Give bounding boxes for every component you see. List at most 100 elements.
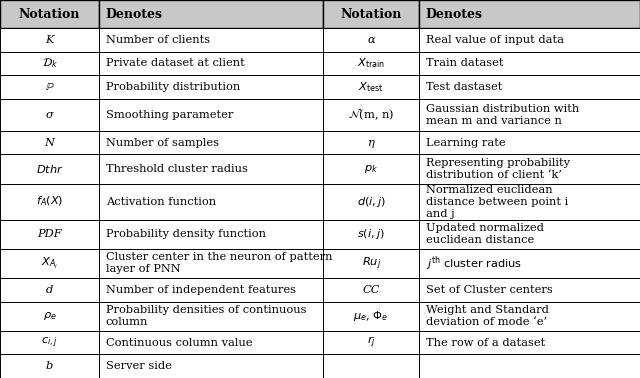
Bar (99, 302, 323, 331)
Bar (99, 249, 323, 278)
Text: $p_k$: $p_k$ (364, 163, 378, 175)
Text: N: N (45, 138, 54, 147)
Bar (419, 184, 640, 220)
Text: K: K (45, 35, 54, 45)
Bar (323, 99, 419, 131)
Bar (419, 278, 640, 302)
Bar (419, 52, 640, 75)
Bar (0, 75, 99, 99)
Text: Gaussian distribution with
mean m and variance n: Gaussian distribution with mean m and va… (426, 104, 579, 126)
Bar (99, 28, 323, 52)
Bar (99, 131, 323, 154)
Bar (99, 52, 323, 75)
Text: The row of a dataset: The row of a dataset (426, 338, 545, 348)
Text: Train dataset: Train dataset (426, 58, 503, 68)
Text: Denotes: Denotes (106, 8, 163, 20)
Bar (0, 184, 99, 220)
Text: Weight and Standard
deviation of mode ‘e’: Weight and Standard deviation of mode ‘e… (426, 305, 548, 327)
Bar (323, 0, 419, 28)
Text: α: α (367, 35, 375, 45)
Text: Normalized euclidean
distance between point i
and j: Normalized euclidean distance between po… (426, 184, 568, 218)
Text: Activation function: Activation function (106, 197, 216, 207)
Text: Threshold cluster radius: Threshold cluster radius (106, 164, 248, 174)
Bar (99, 278, 323, 302)
Text: Denotes: Denotes (426, 8, 483, 20)
Bar (0, 302, 99, 331)
Bar (0, 355, 99, 378)
Text: $X_{\mathrm{test}}$: $X_{\mathrm{test}}$ (358, 80, 384, 94)
Bar (0, 331, 99, 355)
Bar (0, 0, 99, 28)
Text: d: d (46, 285, 53, 295)
Bar (323, 355, 419, 378)
Text: $c_{i,j}$: $c_{i,j}$ (41, 335, 58, 350)
Bar (419, 28, 640, 52)
Text: Set of Cluster centers: Set of Cluster centers (426, 285, 552, 295)
Bar (0, 131, 99, 154)
Text: $X_{A_i}$: $X_{A_i}$ (41, 256, 58, 271)
Text: Probability densities of continuous
column: Probability densities of continuous colu… (106, 305, 306, 327)
Bar (323, 131, 419, 154)
Text: Updated normalized
euclidean distance: Updated normalized euclidean distance (426, 223, 543, 245)
Text: $r_j$: $r_j$ (367, 335, 376, 350)
Bar (0, 154, 99, 184)
Bar (323, 249, 419, 278)
Text: $X_{\mathrm{train}}$: $X_{\mathrm{train}}$ (357, 56, 385, 70)
Text: $Dthr$: $Dthr$ (36, 163, 63, 175)
Text: Notation: Notation (19, 8, 80, 20)
Text: Probability density function: Probability density function (106, 229, 266, 239)
Bar (419, 131, 640, 154)
Bar (419, 331, 640, 355)
Bar (99, 220, 323, 249)
Text: Notation: Notation (340, 8, 402, 20)
Text: Test dastaset: Test dastaset (426, 82, 502, 92)
Text: Smoothing parameter: Smoothing parameter (106, 110, 233, 120)
Bar (323, 154, 419, 184)
Bar (323, 75, 419, 99)
Text: Number of clients: Number of clients (106, 35, 210, 45)
Text: Continuous column value: Continuous column value (106, 338, 252, 348)
Bar (419, 355, 640, 378)
Text: $d(i,j)$: $d(i,j)$ (356, 195, 386, 209)
Bar (99, 99, 323, 131)
Bar (99, 154, 323, 184)
Text: Cluster center in the neuron of pattern
layer of PNN: Cluster center in the neuron of pattern … (106, 253, 332, 274)
Text: σ: σ (45, 110, 54, 120)
Bar (323, 28, 419, 52)
Bar (0, 99, 99, 131)
Bar (419, 99, 640, 131)
Bar (323, 184, 419, 220)
Text: Server side: Server side (106, 361, 172, 371)
Text: η: η (368, 138, 374, 147)
Bar (323, 331, 419, 355)
Text: $\mathcal{N}$(m, n): $\mathcal{N}$(m, n) (348, 107, 394, 122)
Text: $s(i,j)$: $s(i,j)$ (357, 227, 385, 241)
Bar (419, 249, 640, 278)
Bar (0, 278, 99, 302)
Text: $Ru_j$: $Ru_j$ (362, 255, 381, 272)
Text: $\rho_e$: $\rho_e$ (43, 310, 56, 322)
Text: CC: CC (362, 285, 380, 295)
Bar (323, 52, 419, 75)
Bar (419, 302, 640, 331)
Text: Learning rate: Learning rate (426, 138, 505, 147)
Bar (419, 220, 640, 249)
Bar (0, 52, 99, 75)
Text: Representing probability
distribution of client ‘k’: Representing probability distribution of… (426, 158, 570, 180)
Bar (323, 278, 419, 302)
Text: $\mu_e$, $\Phi_e$: $\mu_e$, $\Phi_e$ (353, 309, 389, 323)
Bar (419, 154, 640, 184)
Bar (99, 331, 323, 355)
Bar (323, 220, 419, 249)
Bar (419, 0, 640, 28)
Text: b: b (46, 361, 53, 371)
Text: Number of samples: Number of samples (106, 138, 219, 147)
Bar (99, 0, 323, 28)
Bar (0, 220, 99, 249)
Text: $\mathbb{P}$: $\mathbb{P}$ (45, 82, 54, 93)
Bar (0, 249, 99, 278)
Text: Probability distribution: Probability distribution (106, 82, 240, 92)
Bar (99, 75, 323, 99)
Bar (323, 302, 419, 331)
Text: $f_A(X)$: $f_A(X)$ (36, 195, 63, 208)
